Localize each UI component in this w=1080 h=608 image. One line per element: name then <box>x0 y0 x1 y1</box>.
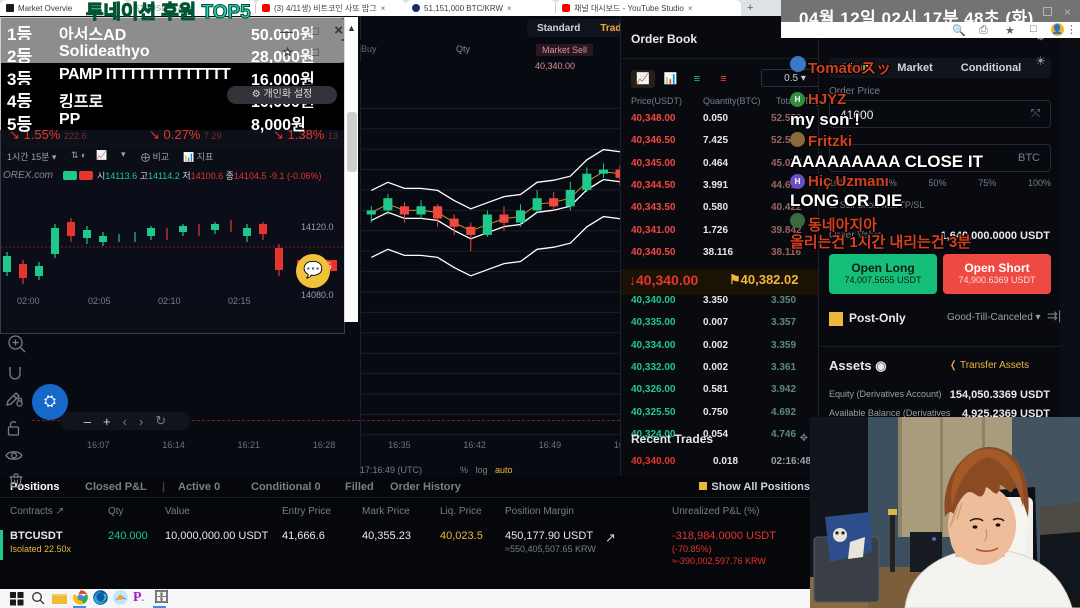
svg-text:14120.0: 14120.0 <box>301 222 334 232</box>
svg-text:14080.0: 14080.0 <box>301 290 334 299</box>
